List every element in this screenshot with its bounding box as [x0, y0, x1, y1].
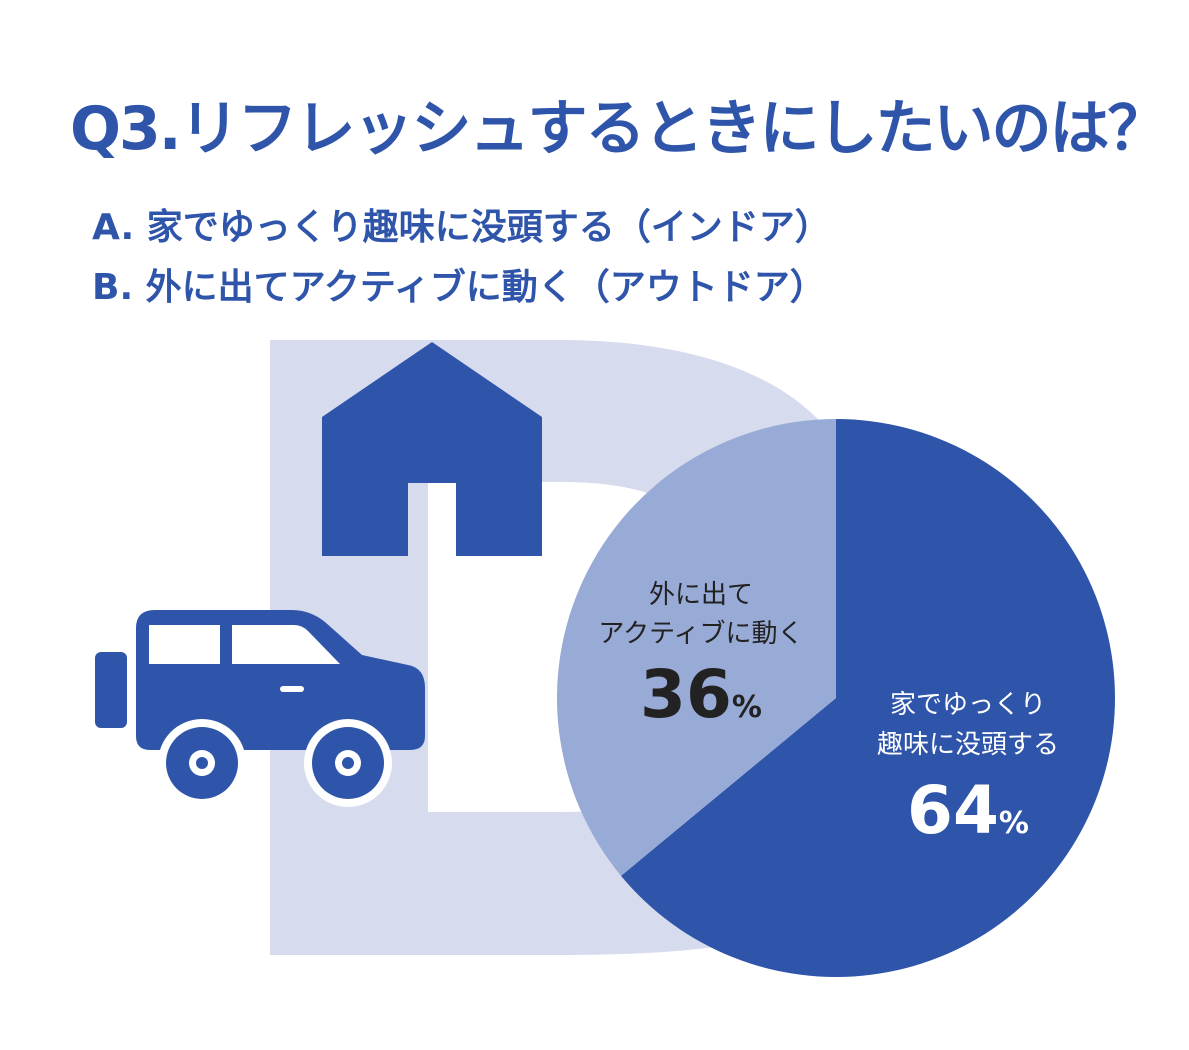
option-a: A. 家でゆっくり趣味に没頭する（インドア）: [92, 207, 831, 248]
indoor-label-line1: 家でゆっくり: [890, 690, 1046, 720]
outdoor-label-line1: 外に出て: [649, 580, 753, 610]
pie-chart: [557, 419, 1115, 978]
indoor-label-line2: 趣味に没頭する: [877, 730, 1059, 760]
chart-title: Q3.リフレッシュするときにしたいのは？: [70, 94, 1168, 164]
slice-label-outdoor: 外に出て アクティブに動く 36%: [598, 580, 803, 733]
option-b: B. 外に出てアクティブに動く（アウトドア）: [92, 267, 826, 308]
indoor-value-unit: %: [999, 806, 1029, 841]
pie-slice-outdoor: [557, 419, 836, 876]
indoor-value-number: 64: [907, 772, 999, 849]
slice-label-indoor: 家でゆっくり 趣味に没頭する 64%: [877, 690, 1059, 849]
outdoor-label-line2: アクティブに動く: [598, 619, 803, 649]
car-icon: [95, 610, 425, 807]
outdoor-value-number: 36: [640, 656, 732, 733]
outdoor-value-unit: %: [732, 690, 762, 725]
house-icon: [322, 342, 542, 556]
indoor-value: 64%: [907, 772, 1029, 849]
outdoor-value: 36%: [640, 656, 762, 733]
pie-slice-indoor: [621, 419, 1115, 978]
